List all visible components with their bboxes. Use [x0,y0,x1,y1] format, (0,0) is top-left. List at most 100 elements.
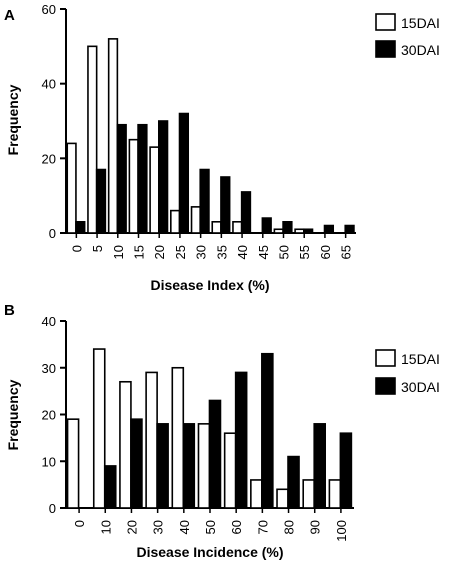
bar-30dai-a [240,191,252,234]
x-tick-label-b: 100 [334,520,349,542]
bar-15dai-a [211,221,222,234]
x-tick-label-a: 15 [132,245,147,259]
bar-15dai-b [328,479,342,509]
y-axis-title-b: Frequency [5,379,21,450]
legend-swatch-30dai-b [375,377,396,395]
bar-30dai-b [103,465,117,509]
bar-15dai-a [87,45,98,234]
bar-30dai-a [116,123,127,234]
bar-15dai-a [273,228,284,234]
legend-swatch-15dai-b [375,349,396,367]
bar-15dai-b [171,366,185,509]
bar-30dai-b [234,371,248,509]
bar-30dai-b [287,455,300,509]
bar-30dai-b [261,352,274,509]
x-tick-label-a: 25 [173,245,188,259]
x-tick-label-b: 0 [72,520,87,527]
bar-30dai-a [158,120,169,234]
y-tick-label-b: 20 [42,408,56,423]
bar-30dai-a [137,123,148,234]
x-tick-label-a: 20 [152,245,167,259]
bar-15dai-b [119,380,132,509]
x-tick-label-a: 5 [90,245,105,252]
chart-panel-b: B Frequency Disease Incidence (%) 0 10 20 3… [4,302,440,560]
bar-30dai-a [323,224,335,234]
x-tick-label-a: 50 [277,245,292,259]
bar-30dai-a [261,217,272,234]
bar-30dai-a [199,168,210,234]
y-tick-label-a: 20 [42,151,56,166]
bar-30dai-b [156,423,169,509]
x-tick-label-b: 40 [177,520,192,534]
x-tick-label-a: 45 [256,245,271,259]
legend-label-30dai-a: 30DAI [401,42,440,58]
x-tick-label-b: 50 [203,520,218,534]
x-tick-label-a: 30 [194,245,209,259]
bar-30dai-a [302,228,314,234]
x-tick-label-b: 30 [151,520,166,534]
y-tick-label-b: 30 [42,361,56,376]
x-tick-label-b: 10 [98,520,113,534]
bar-30dai-b [339,432,353,509]
x-tick-label-b: 70 [255,520,270,534]
legend-b: 15DAI 30DAI [375,349,440,395]
x-tick-label-a: 10 [111,245,126,259]
x-axis-title-a: Disease Index (%) [150,277,269,293]
legend-a: 15DAI 30DAI [375,13,440,58]
bar-30dai-b [182,423,196,509]
bar-30dai-a [178,112,190,234]
x-tick-label-b: 90 [308,520,323,534]
bar-30dai-b [208,399,222,509]
bar-30dai-b [313,423,327,509]
x-tick-label-b: 80 [282,520,297,534]
legend-label-30dai-b: 30DAI [401,379,440,395]
bar-15dai-a [232,221,243,234]
legend-label-15dai-b: 15DAI [401,351,440,367]
y-tick-label-b: 10 [42,454,56,469]
bar-15dai-b [276,488,289,509]
legend-swatch-30dai-a [375,40,396,58]
bar-30dai-a [75,221,86,234]
y-tick-label-a: 0 [49,226,56,241]
bar-30dai-b [130,418,143,509]
y-tick-label-b: 40 [42,314,56,329]
y-axis-title-a: Frequency [5,84,21,155]
bar-30dai-a [344,224,355,234]
x-tick-label-a: 55 [297,245,312,259]
x-tick-label-a: 35 [214,245,229,259]
bar-15dai-a [190,206,202,234]
bar-30dai-a [95,168,107,234]
x-tick-label-a: 60 [318,245,333,259]
legend-swatch-15dai-a [375,13,396,31]
panel-label-a: A [4,7,15,24]
bar-15dai-a [294,228,305,234]
bar-15dai-b [66,418,80,509]
bar-15dai-a [66,142,77,234]
bar-15dai-a [107,38,119,234]
bar-15dai-a [170,209,181,234]
y-tick-label-a: 40 [42,77,56,92]
bar-15dai-a [128,138,139,234]
x-tick-label-b: 20 [124,520,139,534]
x-tick-label-b: 60 [229,520,244,534]
legend-label-15dai-a: 15DAI [401,15,440,31]
bar-30dai-a [220,176,231,234]
plot-area-b: 0 10 20 30 40 0 10 20 30 40 50 60 70 80 90 100 [42,314,354,542]
bar-15dai-a [149,146,160,234]
panel-label-b: B [4,302,15,319]
x-tick-label-a: 40 [235,245,250,259]
x-axis-title-b: Disease Incidence (%) [136,544,283,560]
bar-15dai-b [250,479,263,509]
x-tick-label-a: 65 [339,245,354,259]
bar-15dai-b [145,371,158,509]
x-tick-label-a: 0 [69,245,84,252]
bar-15dai-b [302,479,316,509]
bar-15dai-b [92,348,106,509]
bar-15dai-b [197,423,211,509]
y-tick-label-b: 0 [49,501,56,516]
bar-30dai-a [282,221,293,234]
bar-15dai-b [223,432,237,509]
